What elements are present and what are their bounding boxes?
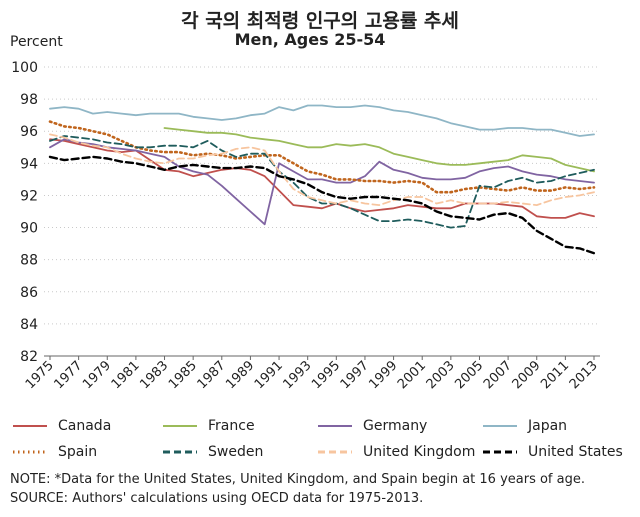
legend-swatch bbox=[318, 425, 352, 427]
series-line-japan bbox=[49, 104, 595, 137]
y-tick-label: 98 bbox=[20, 92, 38, 108]
y-tick-label: 88 bbox=[20, 253, 38, 269]
legend-item-united-kingdom: United Kingdom bbox=[317, 442, 475, 462]
y-tick-labels: 82 84 86 88 90 92 94 96 98 100 bbox=[11, 60, 38, 365]
series-line-spain bbox=[48, 120, 596, 194]
x-tick-label: 1985 bbox=[166, 358, 200, 392]
x-tick-label: 1991 bbox=[252, 358, 286, 392]
legend: Canada France Germany Japan Spain Sweden Unite… bbox=[12, 416, 632, 470]
chart-subtitle: Men, Ages 25-54 bbox=[234, 30, 386, 49]
notes: NOTE: *Data for the United States, Unite… bbox=[10, 470, 635, 508]
x-tick-label: 2009 bbox=[510, 358, 544, 392]
axis-layer bbox=[44, 355, 600, 360]
x-tick-label: 2003 bbox=[424, 358, 458, 392]
legend-swatch bbox=[483, 425, 517, 427]
y-axis-unit-label: Percent bbox=[10, 34, 63, 50]
x-tick-label: 1983 bbox=[137, 358, 171, 392]
legend-item-spain: Spain bbox=[12, 442, 97, 462]
y-tick-label: 92 bbox=[20, 188, 38, 204]
legend-swatch bbox=[13, 450, 47, 454]
legend-item-germany: Germany bbox=[317, 416, 427, 436]
x-tick-label: 1995 bbox=[309, 358, 343, 392]
x-tick-label: 1977 bbox=[51, 358, 85, 392]
legend-swatch bbox=[318, 450, 352, 454]
y-tick-label: 100 bbox=[11, 60, 38, 76]
y-tick-label: 94 bbox=[20, 156, 38, 172]
x-tick-label: 2005 bbox=[452, 358, 486, 392]
legend-item-japan: Japan bbox=[482, 416, 567, 436]
y-tick-label: 84 bbox=[20, 317, 38, 333]
x-tick-label: 1987 bbox=[195, 358, 229, 392]
legend-item-united-states: United States bbox=[482, 442, 623, 462]
y-tick-label: 86 bbox=[20, 285, 38, 301]
x-tick-labels: 1975197719791981198319851987198919911993… bbox=[23, 358, 601, 392]
legend-item-france: France bbox=[162, 416, 255, 436]
legend-label: United States bbox=[528, 444, 623, 460]
legend-label: France bbox=[208, 418, 255, 434]
legend-item-canada: Canada bbox=[12, 416, 111, 436]
x-tick-label: 2001 bbox=[395, 358, 429, 392]
y-tick-label: 82 bbox=[20, 349, 38, 365]
legend-swatch bbox=[163, 450, 197, 454]
legend-label: Japan bbox=[528, 418, 568, 434]
x-tick-label: 1981 bbox=[109, 358, 143, 392]
legend-swatch bbox=[483, 450, 517, 454]
series-line-united-states bbox=[48, 155, 596, 255]
line-chart: 82 84 86 88 90 92 94 96 98 100 197519771979198119… bbox=[11, 60, 601, 392]
legend-label: Canada bbox=[58, 418, 112, 434]
x-tick-label: 2007 bbox=[481, 358, 515, 392]
x-tick-label: 1997 bbox=[338, 358, 372, 392]
legend-item-sweden: Sweden bbox=[162, 442, 263, 462]
source-text: SOURCE: Authors' calculations using OECD… bbox=[10, 491, 424, 506]
series-line-canada bbox=[49, 138, 595, 219]
series-line-germany bbox=[49, 138, 595, 226]
series-line-sweden bbox=[49, 135, 595, 229]
series-line-france bbox=[163, 127, 595, 173]
y-tick-label: 90 bbox=[20, 221, 38, 237]
y-tick-label: 96 bbox=[20, 124, 38, 140]
legend-swatch bbox=[163, 425, 197, 427]
series-line-united-kingdom bbox=[49, 133, 595, 206]
x-tick-label: 1999 bbox=[366, 358, 400, 392]
legend-label: United Kingdom bbox=[363, 444, 476, 460]
x-tick-label: 1993 bbox=[281, 358, 315, 392]
legend-label: Sweden bbox=[208, 444, 264, 460]
x-tick-label: 2013 bbox=[567, 358, 601, 392]
x-tick-label: 1989 bbox=[223, 358, 257, 392]
x-tick-label: 2011 bbox=[538, 358, 572, 392]
chart-title: 각 국의 최적령 인구의 고용률 추세 bbox=[181, 10, 459, 32]
legend-label: Spain bbox=[58, 444, 98, 460]
note-text: NOTE: *Data for the United States, Unite… bbox=[10, 472, 585, 487]
x-tick-label: 1979 bbox=[80, 358, 114, 392]
legend-swatch bbox=[13, 425, 47, 427]
series-layer bbox=[48, 104, 596, 255]
legend-label: Germany bbox=[363, 418, 428, 434]
